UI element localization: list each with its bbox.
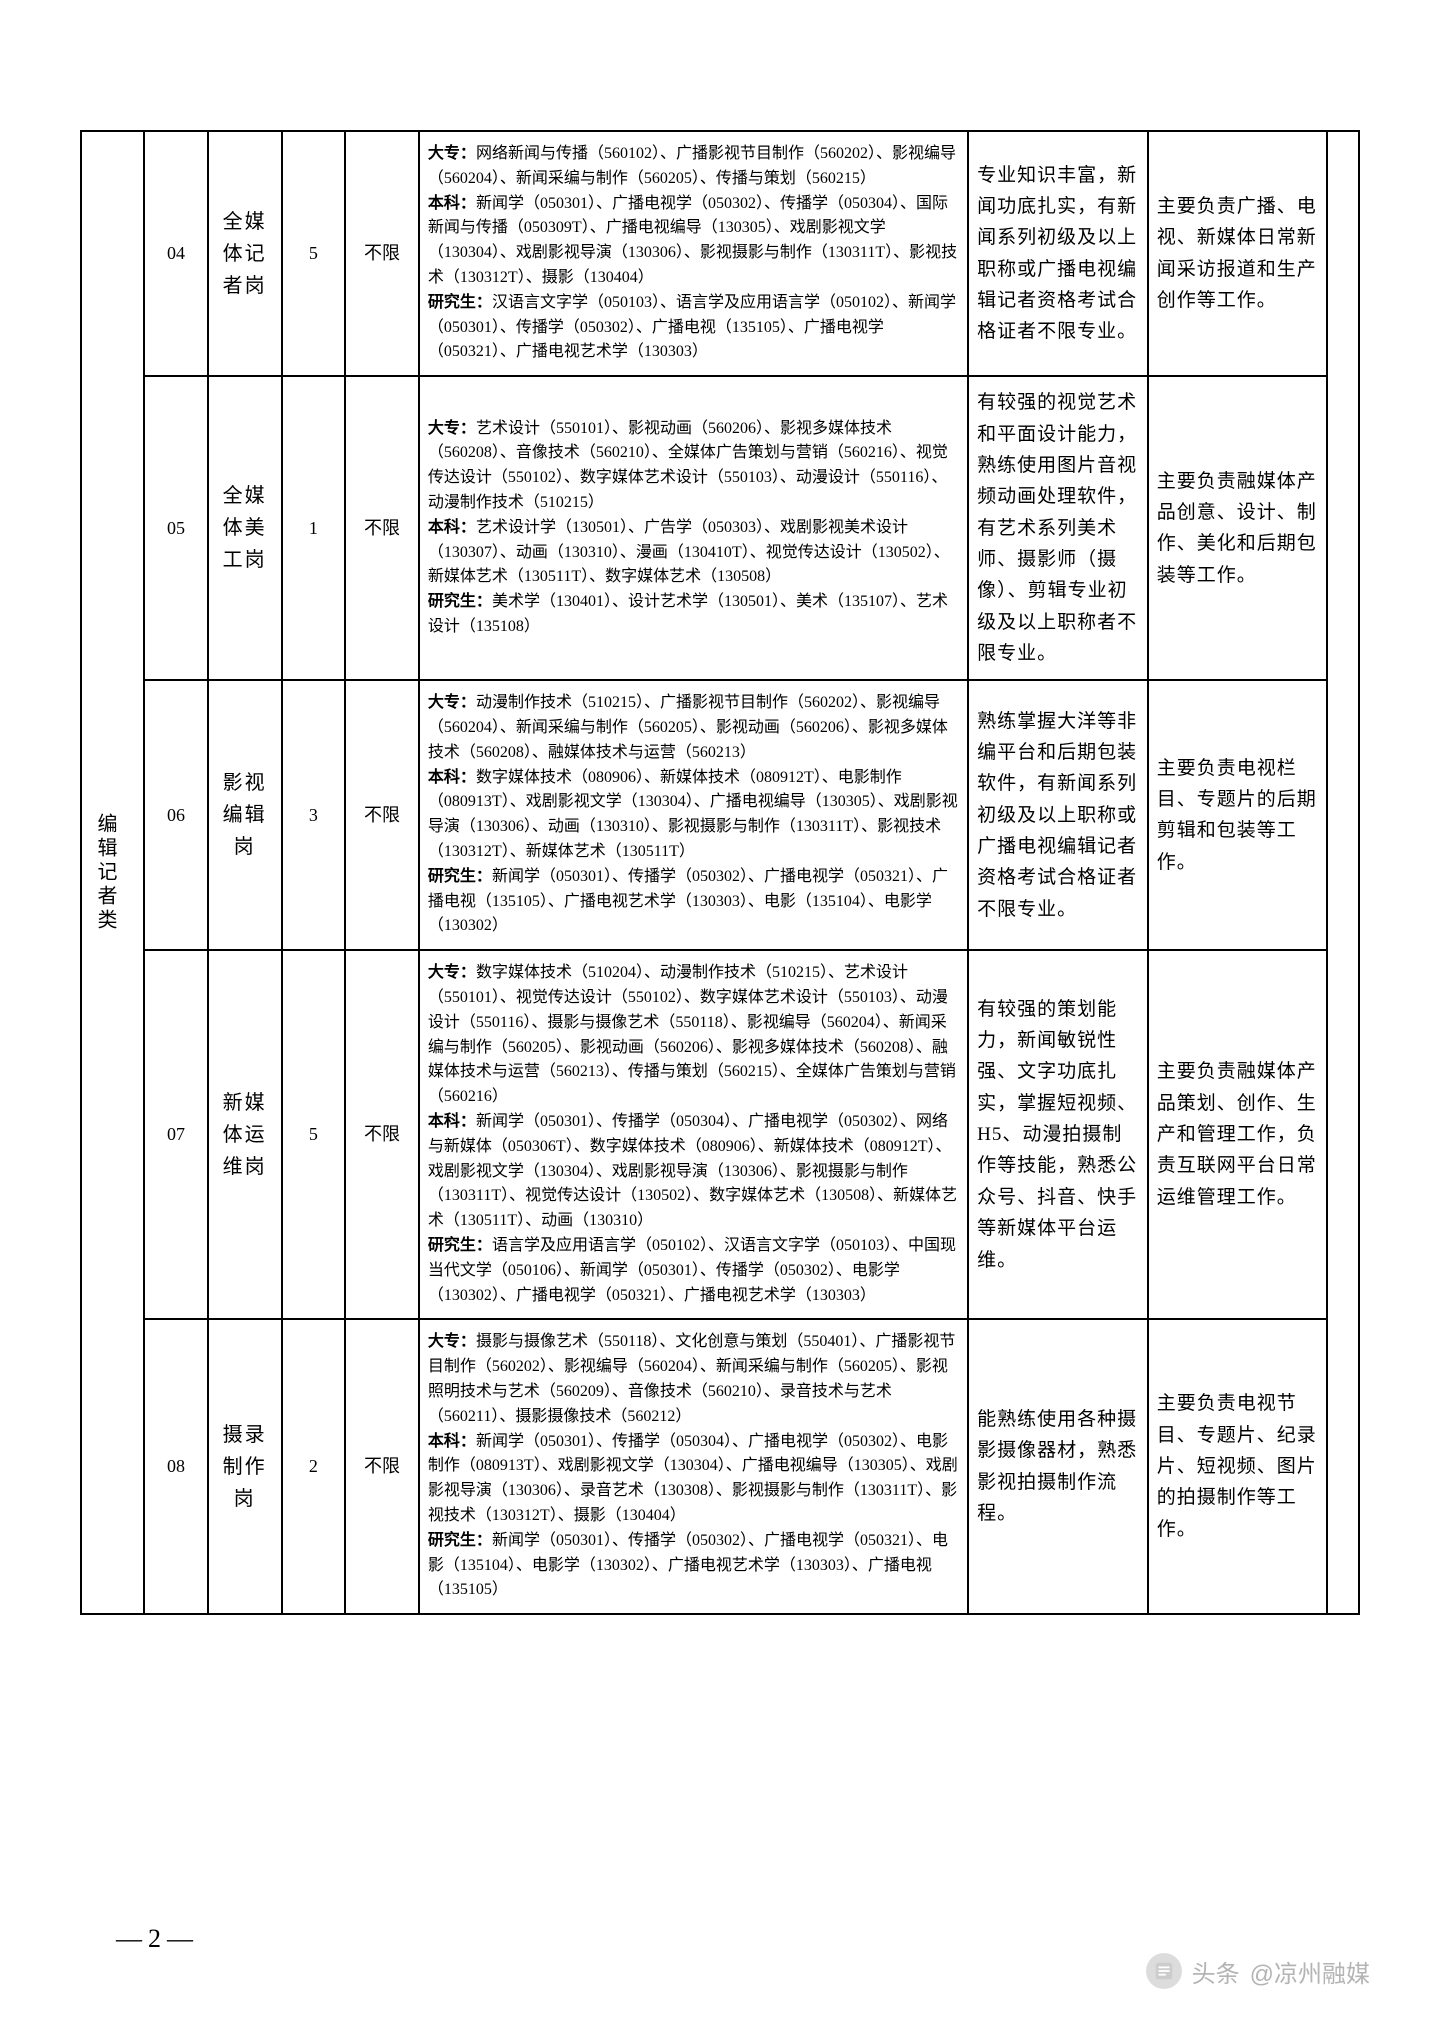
gender-cell: 不限 [345,950,419,1319]
duty-cell: 主要负责融媒体产品创意、设计、制作、美化和后期包装等工作。 [1148,376,1328,680]
category-label: 编辑记者类 [90,813,120,933]
table-row: 05 全媒体美工岗 1 不限 大专：艺术设计（550101）、影视动画（5602… [81,376,1359,680]
major-cell: 大专：网络新闻与传播（560102）、广播影视节目制作（560202）、影视编导… [419,131,968,376]
position-cell: 全媒体记者岗 [208,131,282,376]
position-cell: 新媒体运维岗 [208,950,282,1319]
major-cell: 大专：摄影与摄像艺术（550118）、文化创意与策划（550401）、广播影视节… [419,1319,968,1614]
gender-cell: 不限 [345,376,419,680]
page-number: 2 [110,1924,199,1954]
watermark-account: @凉州融媒 [1250,1954,1370,1989]
gender-cell: 不限 [345,131,419,376]
req-cell: 能熟练使用各种摄影摄像器材，熟悉影视拍摄制作流程。 [968,1319,1148,1614]
req-cell: 有较强的视觉艺术和平面设计能力，熟练使用图片音视频动画处理软件，有艺术系列美术师… [968,376,1148,680]
count-cell: 5 [282,950,345,1319]
code-cell: 08 [144,1319,207,1614]
count-cell: 2 [282,1319,345,1614]
duty-cell: 主要负责广播、电视、新媒体日常新闻采访报道和生产创作等工作。 [1148,131,1328,376]
position-cell: 全媒体美工岗 [208,376,282,680]
duty-cell: 主要负责电视栏目、专题片的后期剪辑和包装等工作。 [1148,680,1328,950]
count-cell: 3 [282,680,345,950]
code-cell: 04 [144,131,207,376]
job-table: 编辑记者类 04 全媒体记者岗 5 不限 大专：网络新闻与传播（560102）、… [80,130,1360,1615]
code-cell: 05 [144,376,207,680]
empty-cell [1327,131,1359,1614]
table-row: 编辑记者类 04 全媒体记者岗 5 不限 大专：网络新闻与传播（560102）、… [81,131,1359,376]
code-cell: 07 [144,950,207,1319]
table-row: 07 新媒体运维岗 5 不限 大专：数字媒体技术（510204）、动漫制作技术（… [81,950,1359,1319]
gender-cell: 不限 [345,1319,419,1614]
major-cell: 大专：动漫制作技术（510215）、广播影视节目制作（560202）、影视编导（… [419,680,968,950]
table-row: 06 影视编辑岗 3 不限 大专：动漫制作技术（510215）、广播影视节目制作… [81,680,1359,950]
req-cell: 熟练掌握大洋等非编平台和后期包装软件，有新闻系列初级及以上职称或广播电视编辑记者… [968,680,1148,950]
count-cell: 5 [282,131,345,376]
major-cell: 大专：数字媒体技术（510204）、动漫制作技术（510215）、艺术设计（55… [419,950,968,1319]
toutiao-icon [1146,1953,1182,1989]
position-cell: 影视编辑岗 [208,680,282,950]
duty-cell: 主要负责电视节目、专题片、纪录片、短视频、图片的拍摄制作等工作。 [1148,1319,1328,1614]
position-cell: 摄录制作岗 [208,1319,282,1614]
req-cell: 专业知识丰富，新闻功底扎实，有新闻系列初级及以上职称或广播电视编辑记者资格考试合… [968,131,1148,376]
duty-cell: 主要负责融媒体产品策划、创作、生产和管理工作，负责互联网平台日常运维管理工作。 [1148,950,1328,1319]
count-cell: 1 [282,376,345,680]
req-cell: 有较强的策划能力，新闻敏锐性强、文字功底扎实，掌握短视频、H5、动漫拍摄制作等技… [968,950,1148,1319]
major-cell: 大专：艺术设计（550101）、影视动画（560206）、影视多媒体技术（560… [419,376,968,680]
category-cell: 编辑记者类 [81,131,144,1614]
watermark: 头条 @凉州融媒 [1146,1953,1370,1989]
table-row: 08 摄录制作岗 2 不限 大专：摄影与摄像艺术（550118）、文化创意与策划… [81,1319,1359,1614]
code-cell: 06 [144,680,207,950]
watermark-label: 头条 [1192,1954,1240,1989]
gender-cell: 不限 [345,680,419,950]
